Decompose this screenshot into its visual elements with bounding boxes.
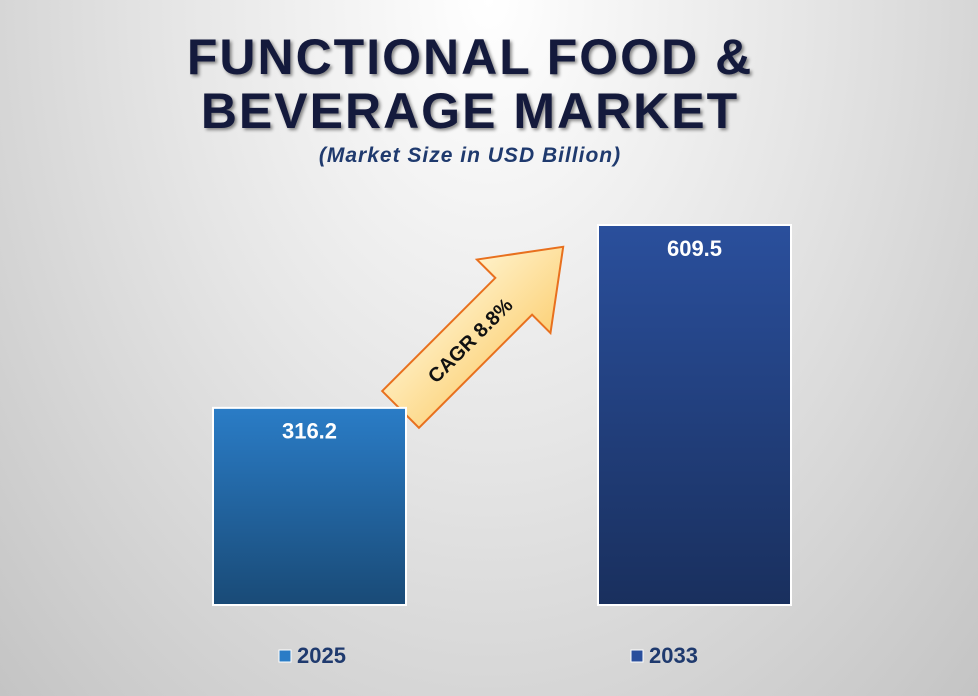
- legend-swatch: [278, 649, 292, 663]
- chart-title: FUNCTIONAL FOOD & BEVERAGE MARKET: [186, 29, 754, 139]
- bar-shade: [599, 226, 790, 604]
- legend-label: 2033: [649, 643, 698, 668]
- legend-swatch: [630, 649, 644, 663]
- data-label: 316.2: [282, 419, 337, 444]
- bar-shade: [214, 408, 405, 604]
- data-label: 609.5: [667, 236, 722, 261]
- legend-label: 2025: [297, 643, 346, 668]
- chart-subtitle: (Market Size in USD Billion): [318, 144, 622, 167]
